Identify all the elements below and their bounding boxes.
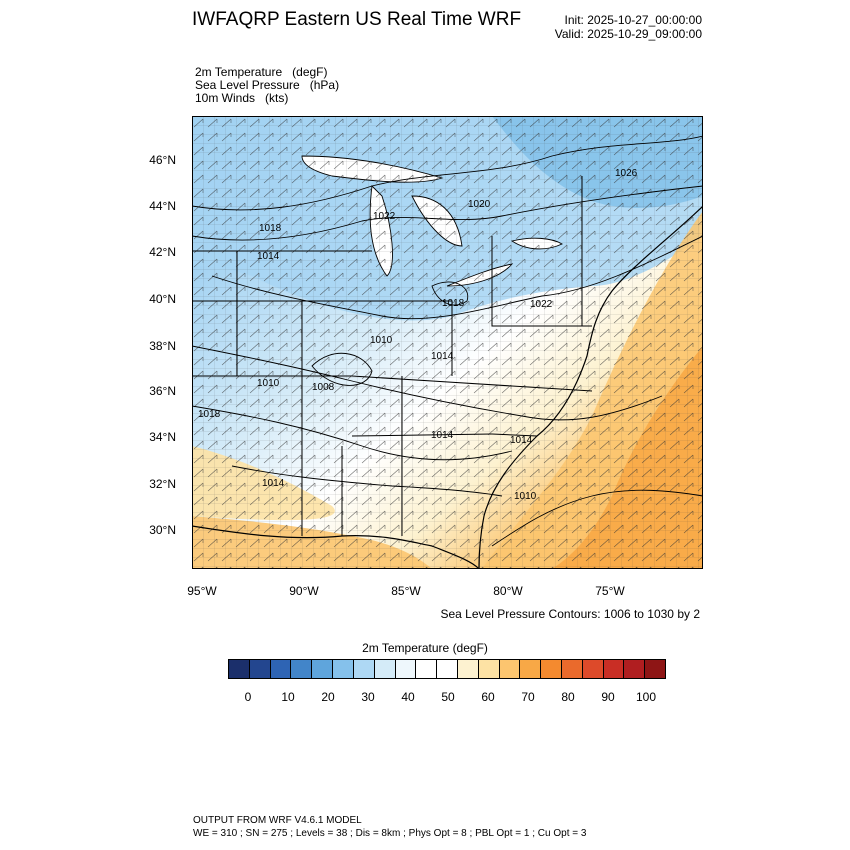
colorbar-label: 70 — [521, 690, 535, 704]
footer-config-line: WE = 310 ; SN = 275 ; Levels = 38 ; Dis … — [193, 828, 587, 839]
colorbar-label: 80 — [561, 690, 575, 704]
slp-label: 1010 — [370, 335, 393, 346]
colorbar-swatch — [645, 660, 666, 678]
colorbar-title: 2m Temperature (degF) — [362, 641, 488, 655]
map-title: IWFAQRP Eastern US Real Time WRF — [192, 9, 522, 30]
colorbar-swatch — [562, 660, 583, 678]
lon-tick-label: 85°W — [391, 584, 421, 598]
lat-tick-label: 30°N — [149, 523, 176, 537]
init-time: Init: 2025-10-27_00:00:00 — [564, 13, 702, 27]
lat-tick-label: 38°N — [149, 339, 176, 353]
field-label-pressure: Sea Level Pressure (hPa) — [195, 78, 340, 92]
colorbar-label: 0 — [244, 690, 252, 704]
colorbar-label: 20 — [321, 690, 335, 704]
slp-label: 1014 — [431, 351, 454, 362]
state-borders — [192, 176, 593, 536]
colorbar-swatch — [478, 660, 500, 678]
colorbar-swatch — [374, 660, 396, 678]
field-label-temperature: 2m Temperature (degF) — [195, 65, 328, 79]
colorbar-swatch — [624, 660, 646, 678]
slp-label: 1010 — [514, 491, 537, 502]
lat-tick-label: 36°N — [149, 384, 176, 398]
lat-tick-label: 42°N — [149, 245, 176, 259]
slp-label: 1020 — [468, 199, 491, 210]
colorbar-swatch — [520, 660, 542, 678]
temperature-colorbar — [228, 659, 666, 679]
valid-time: Valid: 2025-10-29_09:00:00 — [554, 27, 702, 41]
pressure-contours — [192, 135, 703, 547]
colorbar-label: 90 — [601, 690, 615, 704]
colorbar-swatch — [291, 660, 313, 678]
slp-label: 1008 — [312, 382, 335, 393]
colorbar-swatch — [270, 660, 292, 678]
lon-tick-label: 90°W — [289, 584, 319, 598]
contour-note: Sea Level Pressure Contours: 1006 to 103… — [440, 607, 701, 621]
wind-barbs — [192, 116, 703, 569]
colorbar-swatch — [437, 660, 458, 678]
colorbar-swatch — [333, 660, 354, 678]
colorbar-swatch — [541, 660, 562, 678]
slp-label: 1018 — [259, 223, 282, 234]
colorbar-label: 10 — [281, 690, 295, 704]
colorbar-label: 50 — [441, 690, 455, 704]
lon-tick-label: 95°W — [187, 584, 217, 598]
slp-label: 1010 — [257, 378, 280, 389]
lon-tick-label: 80°W — [493, 584, 523, 598]
colorbar-label: 100 — [635, 690, 657, 704]
colorbar-swatch — [353, 660, 375, 678]
footer-model-line: OUTPUT FROM WRF V4.6.1 MODEL — [193, 815, 362, 826]
weather-map: 1026 1022 1020 1018 1014 1018 1022 1010 … — [192, 116, 703, 569]
lon-tick-label: 75°W — [595, 584, 625, 598]
slp-label: 1018 — [198, 409, 221, 420]
slp-label: 1018 — [442, 298, 465, 309]
coastline-gulf — [192, 525, 480, 569]
lat-tick-label: 46°N — [149, 153, 176, 167]
slp-label: 1022 — [530, 299, 553, 310]
slp-label: 1026 — [615, 168, 638, 179]
map-frame — [192, 116, 703, 569]
colorbar-swatch — [395, 660, 417, 678]
colorbar-swatch — [499, 660, 521, 678]
slp-label: 1014 — [257, 251, 280, 262]
lat-tick-label: 40°N — [149, 292, 176, 306]
colorbar-label: 40 — [401, 690, 415, 704]
lat-tick-label: 44°N — [149, 199, 176, 213]
colorbar-swatch — [229, 660, 250, 678]
colorbar-label: 60 — [481, 690, 495, 704]
colorbar-swatch — [249, 660, 271, 678]
slp-label: 1014 — [510, 435, 533, 446]
slp-label: 1014 — [262, 478, 285, 489]
slp-label: 1014 — [431, 430, 454, 441]
colorbar-swatch — [416, 660, 438, 678]
colorbar-swatch — [312, 660, 334, 678]
colorbar-swatch — [457, 660, 479, 678]
slp-label: 1022 — [373, 211, 396, 222]
lat-tick-label: 34°N — [149, 430, 176, 444]
colorbar-label: 30 — [361, 690, 375, 704]
field-label-winds: 10m Winds (kts) — [195, 91, 289, 105]
colorbar-swatch — [603, 660, 625, 678]
colorbar-swatch — [582, 660, 604, 678]
slp-contour-labels: 1026 1022 1020 1018 1014 1018 1022 1010 … — [198, 168, 638, 502]
lat-tick-label: 32°N — [149, 477, 176, 491]
